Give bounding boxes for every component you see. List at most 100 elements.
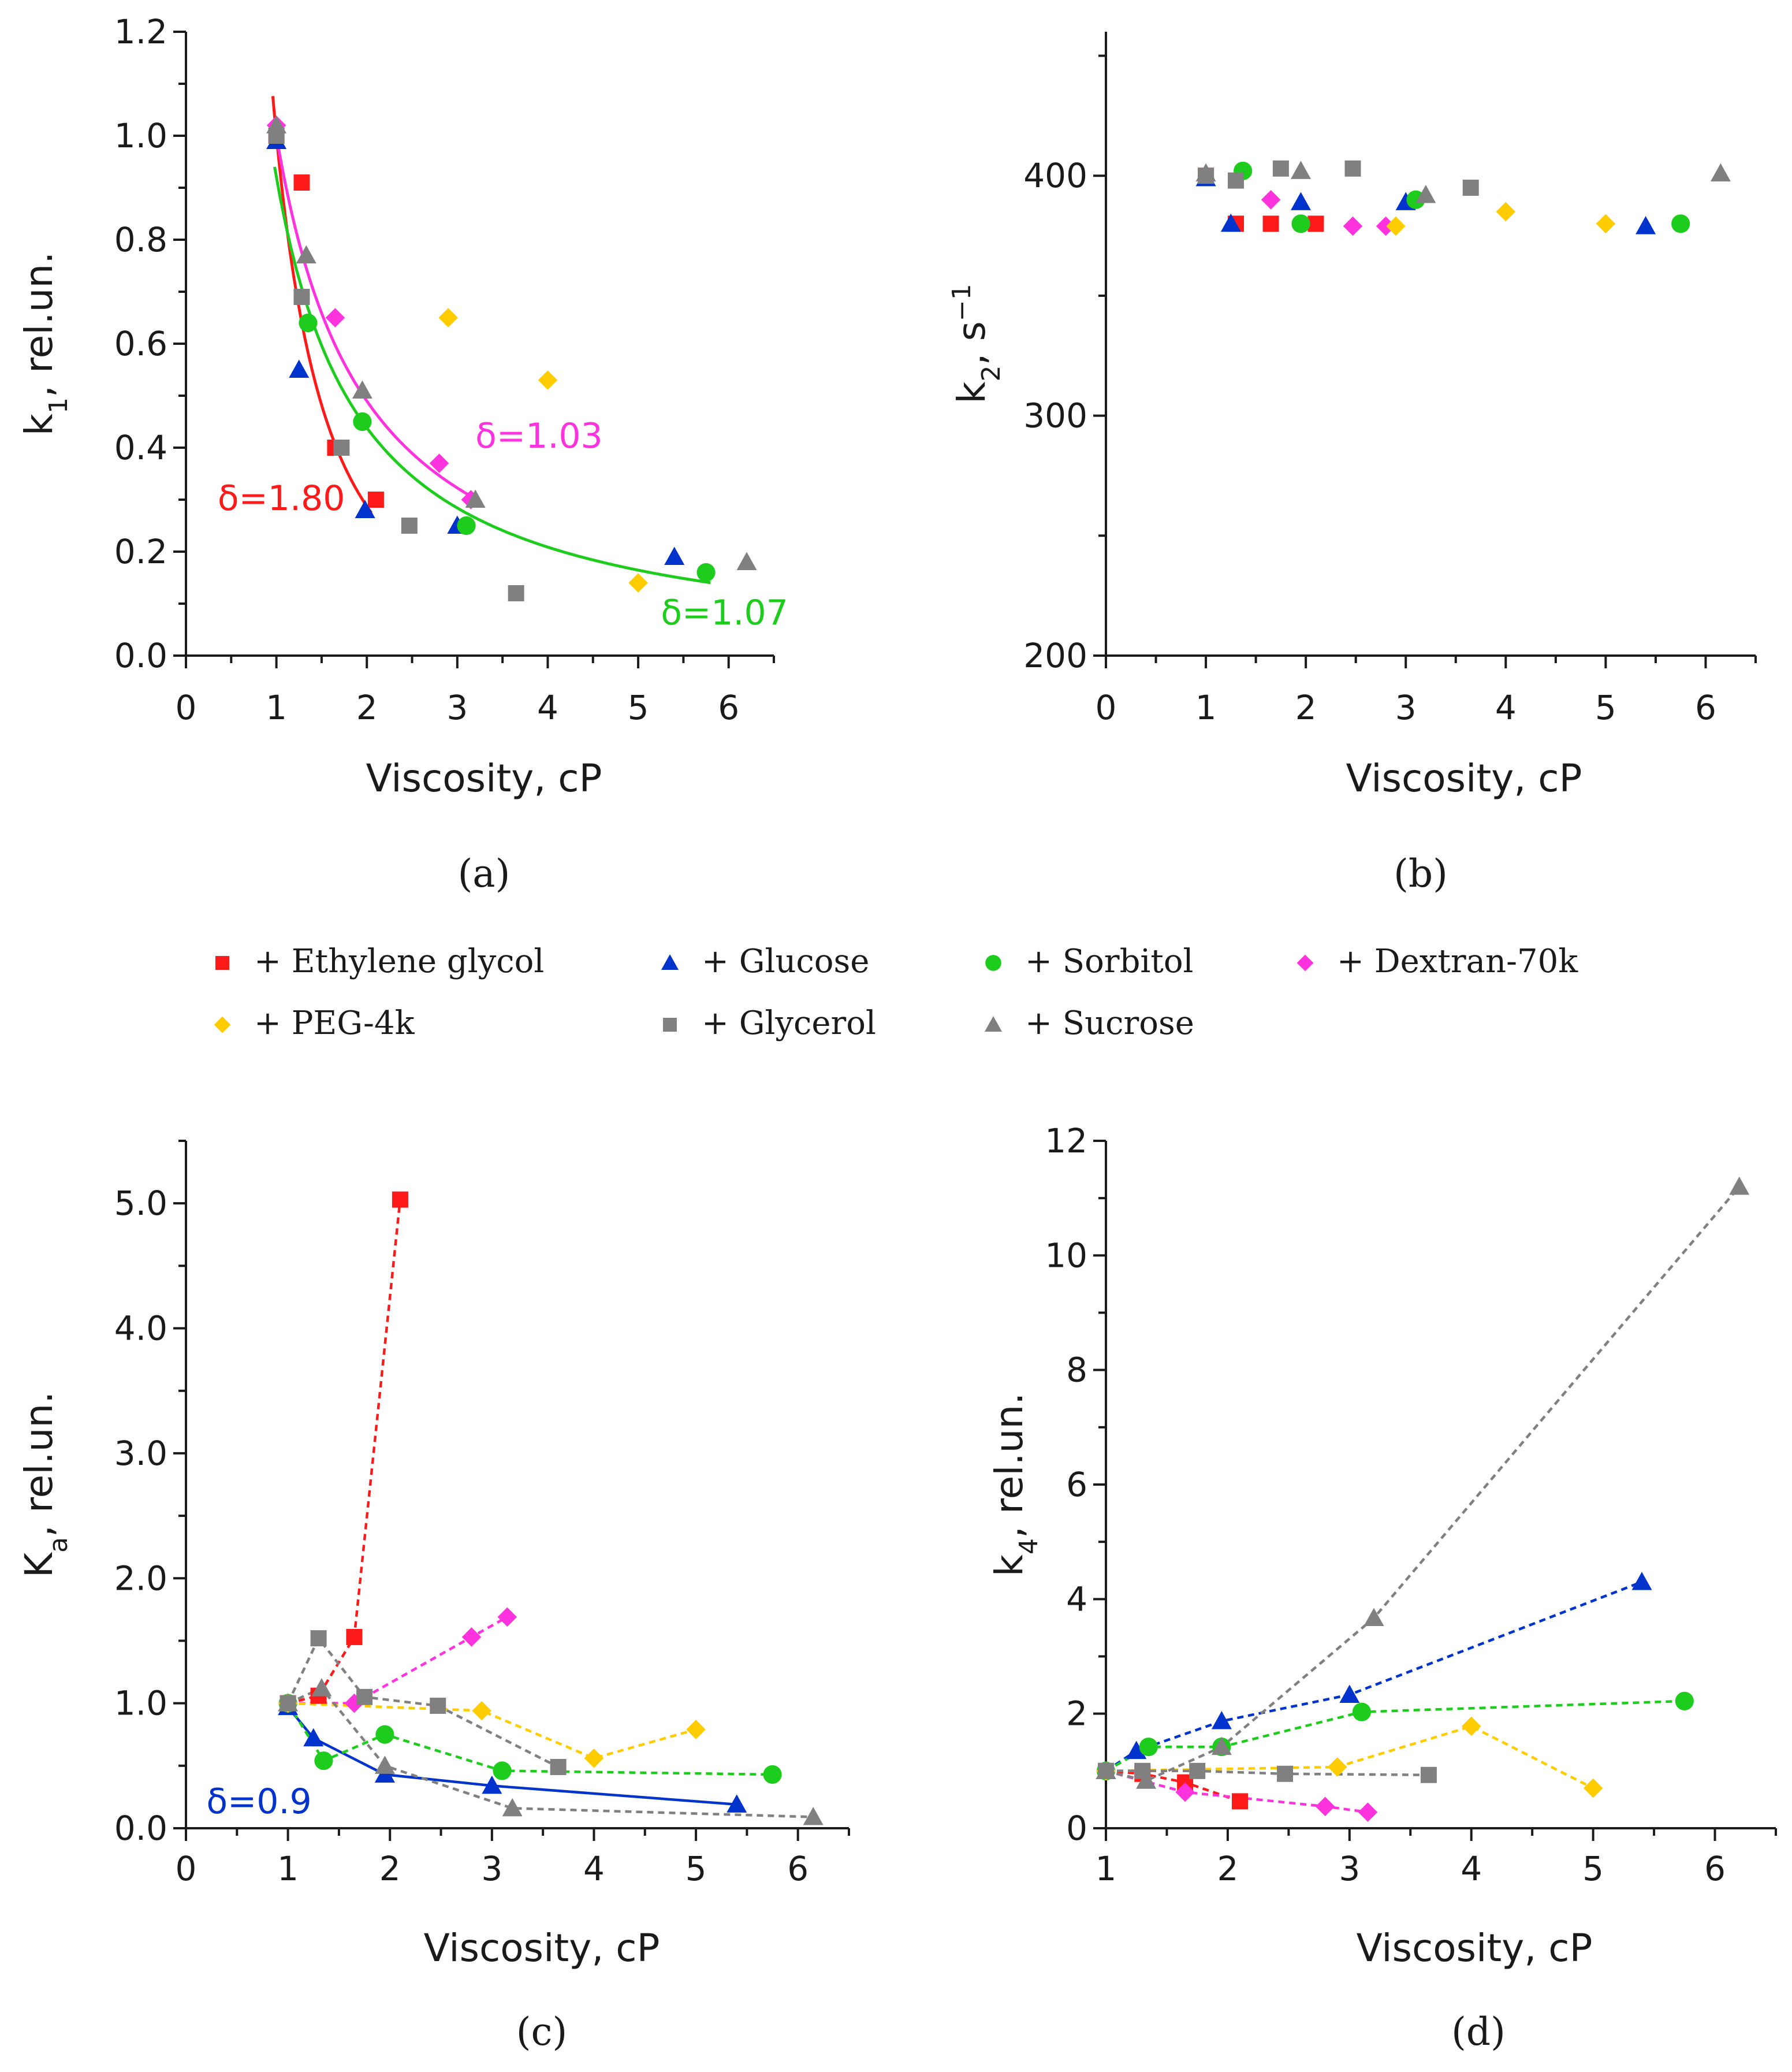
legend-marker-sorbitol — [985, 955, 1001, 971]
panel-c-y-tick-label: 1.0 — [114, 1684, 167, 1723]
data-point-sorbitol — [696, 563, 716, 582]
data-point-sucrose — [736, 552, 757, 570]
series-line-glucose — [286, 1706, 737, 1806]
data-point-glucose — [727, 1794, 747, 1813]
legend-label-glycerol: + Glycerol — [702, 1005, 876, 1042]
panel-d-y-tick-label: 10 — [1045, 1236, 1087, 1275]
data-point-sucrose — [465, 489, 486, 508]
panel-b-x-tick-label: 0 — [1096, 688, 1117, 727]
data-point-sucrose — [374, 1755, 395, 1774]
data-point-glycerol — [1462, 180, 1479, 196]
data-point-glucose — [355, 500, 375, 518]
data-point-glycerol — [1344, 160, 1361, 177]
data-point-glucose — [289, 359, 310, 378]
data-point-sucrose — [1363, 1608, 1384, 1627]
panel-d-y-axis-title: k4, rel.un. — [987, 1393, 1044, 1576]
panel-d-y-tick-label: 4 — [1066, 1579, 1087, 1619]
panel-label-b: (b) — [1394, 851, 1448, 896]
panel-a-y-tick-label: 0.0 — [114, 636, 167, 675]
data-point-dextran-70k — [1343, 216, 1363, 236]
panel-c-x-axis-title: Viscosity, cP — [424, 1926, 660, 1970]
data-point-glycerol — [310, 1630, 327, 1647]
data-point-ethylene-glycol — [367, 492, 384, 508]
data-point-sucrose — [502, 1798, 523, 1817]
data-point-peg-4k — [1386, 216, 1406, 236]
panel-c-y-axis-title: Ka, rel.un. — [17, 1392, 73, 1578]
data-point-ethylene-glycol — [346, 1628, 363, 1645]
panel-a-x-tick-label: 5 — [628, 688, 649, 727]
panel-a-x-tick-label: 1 — [266, 688, 287, 727]
data-point-sucrose — [266, 115, 287, 133]
series-line-peg-4k — [288, 1702, 696, 1760]
panel-d-y-tick-label: 0 — [1066, 1809, 1087, 1848]
data-point-dextran-70k — [1175, 1782, 1195, 1802]
data-point-sucrose — [311, 1678, 332, 1697]
data-point-glucose — [1631, 1572, 1652, 1590]
data-point-glucose — [303, 1728, 324, 1747]
data-point-peg-4k — [1461, 1716, 1481, 1736]
panel-d-x-tick-label: 1 — [1096, 1849, 1117, 1888]
panel-d-x-tick-label: 6 — [1704, 1849, 1726, 1888]
panel-b-x-tick-label: 4 — [1495, 688, 1517, 727]
panel-c-y-tick-label: 3.0 — [114, 1434, 167, 1473]
data-point-glycerol — [356, 1688, 373, 1705]
legend-label-glucose: + Glucose — [702, 943, 869, 980]
series-line-peg-4k — [1105, 1725, 1594, 1790]
data-point-glucose — [1635, 215, 1656, 235]
panel-d-y-tick-label: 6 — [1066, 1465, 1087, 1504]
panel-b-x-tick-label: 2 — [1295, 688, 1317, 727]
legend-label-peg-4k: + PEG-4k — [254, 1005, 415, 1042]
panel-b-x-axis-title: Viscosity, cP — [1346, 756, 1582, 801]
legend-marker-peg-4k — [214, 1016, 231, 1033]
panel-d-x-tick-label: 2 — [1217, 1849, 1238, 1888]
legend-label-sucrose: + Sucrose — [1025, 1005, 1194, 1042]
panel-d-y-tick-label: 2 — [1066, 1694, 1087, 1734]
data-point-glycerol — [401, 518, 418, 534]
panel-a-y-tick-label: 0.2 — [114, 532, 167, 571]
data-point-glycerol — [1272, 160, 1289, 177]
panel-a-y-tick-label: 1.2 — [114, 12, 167, 51]
panel-b-x-tick-label: 6 — [1695, 688, 1716, 727]
data-point-glycerol — [1277, 1765, 1294, 1782]
panel-a-y-tick-label: 0.8 — [114, 220, 167, 259]
panel-a-y-axis-title: k1, rel.un. — [17, 252, 73, 436]
data-point-sorbitol — [457, 516, 476, 535]
data-point-dextran-70k — [429, 453, 449, 473]
data-point-sorbitol — [375, 1725, 394, 1744]
data-point-sucrose — [1211, 1736, 1232, 1755]
panel-c-y-tick-label: 5.0 — [114, 1184, 167, 1223]
panel-label-a: (a) — [458, 851, 511, 896]
panel-b-y-axis-title: k2, s−1 — [947, 284, 1006, 403]
data-point-glycerol — [1189, 1762, 1206, 1779]
data-point-sucrose — [803, 1807, 824, 1825]
panel-a-x-tick-label: 6 — [718, 688, 739, 727]
data-point-ethylene-glycol — [1262, 215, 1279, 232]
panel-label-d: (d) — [1451, 2010, 1506, 2054]
data-point-dextran-70k — [497, 1607, 517, 1627]
data-point-glucose — [664, 546, 685, 565]
panel-a-y-tick-label: 1.0 — [114, 116, 167, 155]
legend-label-ethylene-glycol: + Ethylene glycol — [254, 943, 544, 980]
panel-d-x-tick-label: 4 — [1461, 1849, 1482, 1888]
data-point-sorbitol — [299, 313, 318, 333]
panel-c-x-tick-label: 2 — [379, 1849, 401, 1888]
data-point-glucose — [1126, 1740, 1147, 1759]
data-point-sucrose — [1729, 1176, 1750, 1195]
data-point-peg-4k — [1596, 214, 1616, 234]
data-point-glucose — [1291, 192, 1311, 210]
data-point-sucrose — [1291, 161, 1311, 179]
data-point-ethylene-glycol — [392, 1191, 408, 1208]
panel-c-x-tick-label: 3 — [481, 1849, 502, 1888]
data-point-dextran-70k — [461, 1627, 482, 1647]
fit-curve-dextran-70k — [273, 124, 481, 503]
delta-annotation: δ=1.80 — [218, 478, 345, 519]
panel-a-y-tick-label: 0.4 — [114, 428, 167, 467]
panel-b-chart: 0 1 2 3 4 5 6 200 300 400 Viscosity, cP k2, s−1 — [947, 32, 1757, 801]
data-point-glucose — [1220, 213, 1241, 232]
series-line-ethylene-glycol — [1105, 1769, 1240, 1803]
panel-d-x-tick-label: 5 — [1582, 1849, 1604, 1888]
legend-marker-dextran-70k — [1297, 954, 1314, 972]
series-line-glycerol — [286, 1635, 559, 1769]
